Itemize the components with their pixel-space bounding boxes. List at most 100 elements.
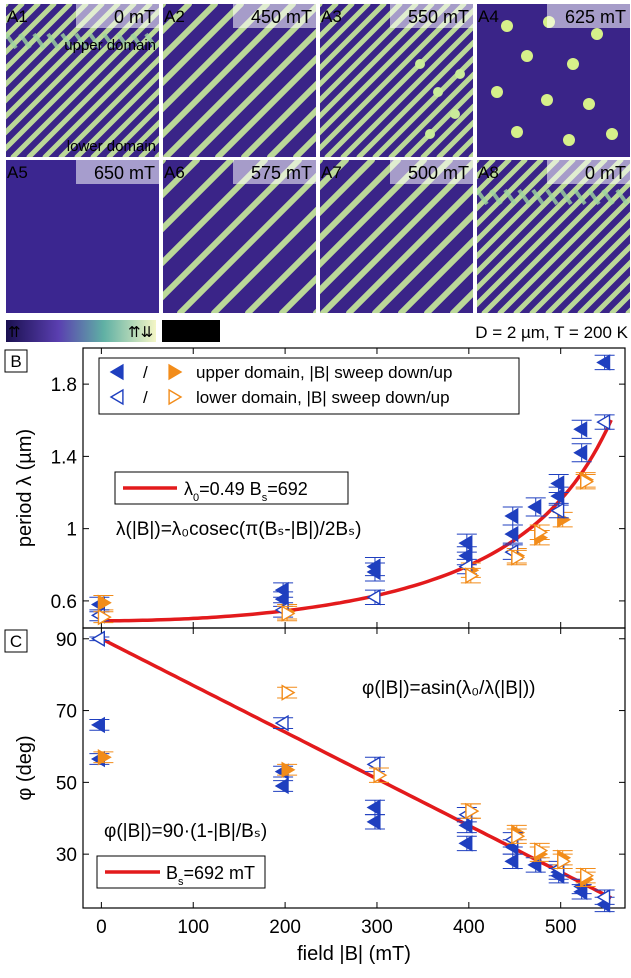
domain-stripe <box>559 188 573 206</box>
y-tick-label: 30 <box>56 845 77 866</box>
domain-stripe <box>477 160 592 276</box>
y-axis-label: φ (deg) <box>14 735 36 800</box>
bubble-domain <box>433 87 443 97</box>
data-point-marker <box>580 473 595 490</box>
domain-stripe <box>436 119 473 157</box>
domain-stripe <box>477 188 489 206</box>
domain-stripe <box>517 188 531 206</box>
formula-label: φ(|B|)=90·(1-|B|/Bₛ) <box>104 821 267 842</box>
data-point-marker <box>465 567 480 584</box>
domain-stripe <box>116 32 130 50</box>
data-point-marker <box>366 563 381 581</box>
bubble-domain <box>541 94 553 106</box>
panel-tag: A7 <box>321 163 342 182</box>
y-axis-label: period λ (µm) <box>14 429 36 547</box>
fit-curve <box>101 419 613 623</box>
domain-stripe <box>320 160 375 217</box>
panel-tag: A5 <box>7 163 28 182</box>
domain-stripe <box>163 4 192 35</box>
y-tick-label: 0.6 <box>51 592 77 613</box>
domain-stripe <box>320 4 387 72</box>
panel-tag: B <box>10 352 21 371</box>
domain-stripe <box>356 39 473 157</box>
data-point-marker <box>97 594 112 611</box>
domain-stripe <box>477 160 528 212</box>
domain-stripe <box>163 160 302 301</box>
domain-note: upper domain <box>64 37 156 54</box>
data-point-marker <box>504 853 519 870</box>
domain-stripe <box>513 195 630 313</box>
panel-tag-box <box>4 349 28 373</box>
data-point-marker <box>504 507 519 525</box>
domain-stripe <box>320 4 403 88</box>
y-tick-label: 50 <box>56 773 77 794</box>
bubble-domain <box>491 86 503 98</box>
field-label-box <box>233 160 316 184</box>
domain-stripe <box>6 4 105 104</box>
mfm-image-panel: 450 mT A2 <box>163 4 316 157</box>
field-label-box <box>76 4 159 28</box>
domain-stripe <box>26 23 159 157</box>
domain-stripe <box>420 103 473 157</box>
colorbar-row: ⇈ ⇈⇊ 2 µm D = 2 µm, T = 200 K <box>6 320 629 342</box>
domain-stripe <box>320 160 453 295</box>
data-point-marker <box>596 413 611 431</box>
domain-stripe <box>320 4 451 136</box>
domain-stripe <box>279 274 316 313</box>
angle-chart: 30 50 70 90 0 100 200 300 400 500 φ (deg) field |B|… <box>4 627 626 965</box>
y-tick-label: 90 <box>56 630 77 651</box>
domain-stripe <box>122 119 159 157</box>
domain-stripe <box>241 80 316 157</box>
bubble-domain <box>450 109 460 119</box>
data-point-marker <box>465 802 480 820</box>
data-point-marker <box>90 630 105 647</box>
domain-note: lower domain <box>67 138 156 155</box>
data-point-marker <box>580 867 595 884</box>
domain-stripe <box>324 7 473 157</box>
domain-stripe <box>6 4 121 120</box>
domain-stripe <box>593 275 630 313</box>
domain-stripe <box>372 55 473 157</box>
domain-stripe <box>577 259 630 313</box>
domain-stripe <box>601 188 615 206</box>
data-point-marker <box>511 549 526 566</box>
data-point-marker <box>109 363 124 381</box>
domain-stripe <box>320 160 349 191</box>
panel-tag: A1 <box>7 7 28 26</box>
scale-bar-label: 2 µm <box>174 324 208 341</box>
data-point-marker <box>573 444 588 461</box>
domain-stripe <box>6 4 9 8</box>
domain-stripe <box>477 160 576 260</box>
data-point-marker <box>168 363 183 381</box>
field-label: 625 mT <box>565 7 626 27</box>
domain-stripe <box>163 4 218 61</box>
data-point-marker <box>596 889 611 906</box>
domain-stripe <box>189 28 316 157</box>
bubble-domain <box>501 20 513 32</box>
data-point-marker <box>366 813 381 831</box>
data-point-marker <box>281 605 296 622</box>
domain-stripe <box>177 172 316 313</box>
field-label: 450 mT <box>251 7 312 27</box>
data-point-marker <box>373 766 388 784</box>
domain-stripe <box>163 4 316 157</box>
domain-stripe <box>477 160 560 244</box>
domain-stripe <box>320 4 419 104</box>
data-point-marker <box>97 749 112 766</box>
colorbar-low-label: ⇈ <box>8 324 21 341</box>
bubble-domain <box>521 50 533 62</box>
data-series <box>89 354 615 613</box>
panel-tag: A6 <box>164 163 185 182</box>
domain-stripe <box>163 160 268 267</box>
panel-tag-box <box>4 629 28 653</box>
data-point-marker <box>97 608 112 626</box>
x-tick-label: 100 <box>177 917 209 938</box>
mfm-image-panel: 550 mT A3 <box>320 4 473 157</box>
domain-stripe <box>245 240 316 313</box>
domain-stripe <box>346 184 473 313</box>
bubble-domain <box>425 129 435 139</box>
data-point-marker <box>168 388 183 406</box>
domain-stripe <box>545 188 559 206</box>
domain-stripe <box>106 103 159 157</box>
